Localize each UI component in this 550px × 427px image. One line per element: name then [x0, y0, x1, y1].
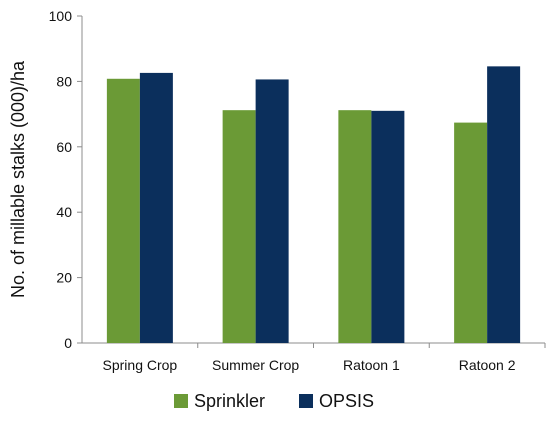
y-tick-label: 20 [56, 270, 72, 286]
bar-opsis-summer-crop [255, 79, 289, 344]
legend-item-opsis: OPSIS [299, 391, 374, 411]
legend-swatch [299, 394, 313, 408]
bar-sprinkler-summer-crop [222, 110, 256, 344]
bar-sprinkler-spring-crop [106, 78, 140, 343]
y-tick-label: 0 [64, 335, 72, 351]
legend-item-sprinkler: Sprinkler [174, 391, 265, 411]
y-tick-label: 40 [56, 204, 72, 220]
y-axis-title: No. of millable stalks (000)/ha [8, 60, 28, 298]
bar-sprinkler-ratoon-2 [454, 122, 488, 344]
x-tick-label: Summer Crop [212, 357, 299, 373]
legend-label: OPSIS [319, 391, 374, 411]
legend-swatch [174, 394, 188, 408]
bar-sprinkler-ratoon-1 [338, 110, 372, 344]
y-tick-label: 80 [56, 73, 72, 89]
legend: Sprinkler OPSIS [174, 391, 374, 411]
legend-label: Sprinkler [194, 391, 265, 411]
bars [106, 66, 521, 344]
bar-opsis-ratoon-2 [487, 66, 521, 343]
bar-opsis-spring-crop [139, 72, 173, 343]
x-tick-label: Ratoon 2 [459, 357, 516, 373]
y-tick-label: 100 [49, 8, 73, 24]
x-tick-label: Ratoon 1 [343, 357, 400, 373]
y-axis-title-group: No. of millable stalks (000)/ha [8, 60, 28, 298]
x-tick-label: Spring Crop [103, 357, 178, 373]
bar-opsis-ratoon-1 [371, 110, 405, 343]
tick-labels: 0 20 40 60 80 100 Spring Crop Summer Crop Ratoon… [49, 8, 516, 373]
y-tick-label: 60 [56, 139, 72, 155]
